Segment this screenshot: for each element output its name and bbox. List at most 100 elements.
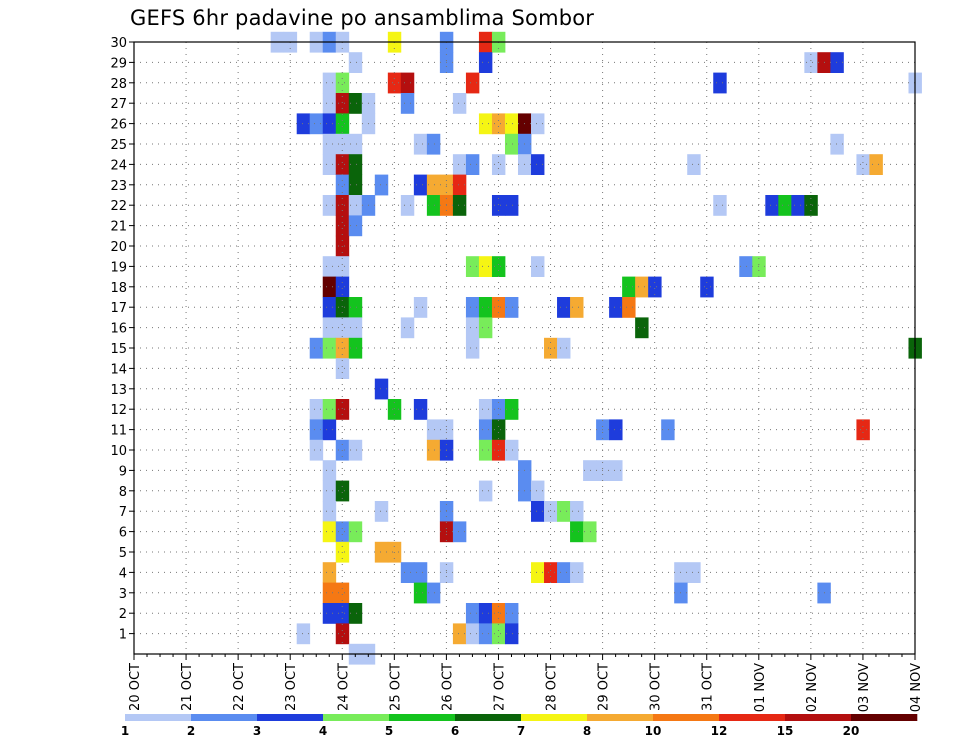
x-tick-label: 21 OCT (180, 663, 195, 711)
heatmap-cell (478, 603, 493, 624)
heatmap-cell (322, 256, 337, 277)
heatmap-cell (661, 419, 675, 441)
heatmap-cell (557, 337, 571, 359)
heatmap-cell (322, 521, 337, 543)
heatmap-cell (765, 195, 779, 216)
x-tick-label: 03 NOV (857, 663, 872, 712)
heatmap-cell (465, 297, 480, 318)
heatmap-cell (335, 297, 350, 318)
heatmap-cell (465, 623, 480, 645)
heatmap-cell (791, 195, 805, 216)
heatmap-cell (452, 623, 467, 645)
heatmap-cell (478, 439, 493, 461)
heatmap-cell (491, 113, 506, 135)
heatmap-cell (400, 72, 415, 94)
colorbar-swatch (785, 714, 852, 721)
heatmap-cell (478, 419, 493, 441)
heatmap-cell (491, 154, 506, 175)
heatmap-cell (609, 419, 623, 441)
y-tick-label: 28 (110, 77, 127, 92)
heatmap-cell (348, 215, 363, 237)
heatmap-cell (570, 562, 584, 583)
heatmap-cell (335, 72, 350, 94)
y-tick-label: 19 (110, 260, 127, 275)
y-tick-label: 13 (110, 383, 127, 398)
heatmap-cell (413, 399, 428, 420)
heatmap-cell (348, 521, 363, 543)
heatmap-cell (322, 317, 337, 339)
heatmap-cell (544, 562, 558, 583)
heatmap-cell (465, 72, 480, 94)
heatmap-cell (426, 419, 441, 441)
heatmap-cell (426, 439, 441, 461)
heatmap-cell (531, 562, 545, 583)
x-tick-label: 27 OCT (492, 663, 507, 711)
y-tick-label: 15 (110, 342, 127, 357)
y-tick-label: 27 (110, 97, 127, 112)
heatmap-cell (335, 521, 350, 543)
y-tick-label: 4 (119, 566, 127, 581)
heatmap-cell (309, 113, 324, 135)
y-tick-label: 3 (119, 587, 127, 602)
heatmap-cell (413, 174, 428, 196)
heatmap-cell (322, 562, 337, 583)
x-tick-label: 28 OCT (545, 663, 560, 711)
heatmap-cell (648, 276, 662, 298)
heatmap-cell (309, 337, 324, 359)
heatmap-cell (348, 603, 363, 624)
heatmap-cell (400, 317, 415, 339)
heatmap-cell (609, 460, 623, 481)
heatmap-cell (478, 317, 493, 339)
heatmap-cell (557, 501, 571, 522)
heatmap-cell (348, 195, 363, 216)
colorbar-swatch (125, 714, 192, 721)
y-tick-label: 10 (110, 444, 127, 459)
heatmap-cell (322, 337, 337, 359)
y-tick-label: 26 (110, 118, 127, 133)
heatmap-cell (426, 133, 441, 155)
heatmap-cell (504, 439, 519, 461)
heatmap-cell (856, 419, 870, 441)
heatmap-cell (687, 562, 701, 583)
heatmap-cell (335, 276, 350, 298)
heatmap-cell (830, 133, 844, 155)
y-tick-label: 25 (110, 138, 127, 153)
heatmap-cell (531, 256, 545, 277)
x-tick-label: 24 OCT (336, 663, 351, 711)
heatmap-cell (452, 521, 467, 543)
x-tick-label: 31 OCT (701, 663, 716, 711)
colorbar-swatch (257, 714, 324, 721)
y-tick-label: 8 (119, 485, 127, 500)
heatmap-cell (856, 154, 870, 175)
heatmap-cell (374, 501, 389, 522)
heatmap-cell (452, 154, 467, 175)
x-tick-label: 04 NOV (909, 663, 924, 712)
colorbar-label: 7 (517, 724, 525, 738)
y-tick-label: 21 (110, 220, 127, 235)
heatmap-cell (713, 72, 727, 94)
x-tick-label: 26 OCT (440, 663, 455, 711)
heatmap-cell (322, 501, 337, 522)
heatmap-cell (335, 154, 350, 175)
heatmap-cell (869, 154, 883, 175)
heatmap-cell (583, 460, 597, 481)
heatmap-cell (804, 195, 818, 216)
colorbar-swatch (389, 714, 456, 721)
heatmap-cell (348, 317, 363, 339)
heatmap-cell (413, 582, 428, 604)
heatmap-cell (570, 501, 584, 522)
y-tick-label: 6 (119, 526, 127, 541)
heatmap-cell (335, 195, 350, 216)
heatmap-cell (491, 603, 506, 624)
colorbar-label: 3 (253, 724, 261, 738)
colorbar-label: 20 (843, 724, 860, 738)
colorbar-label: 12 (711, 724, 728, 738)
heatmap-cell (322, 399, 337, 420)
heatmap-cell (348, 297, 363, 318)
heatmap-cell (296, 623, 311, 645)
x-tick-label: 22 OCT (232, 663, 247, 711)
heatmap-cell (309, 399, 324, 420)
heatmap-cell (335, 582, 350, 604)
heatmap-cell (478, 256, 493, 277)
heatmap-cell (322, 460, 337, 481)
